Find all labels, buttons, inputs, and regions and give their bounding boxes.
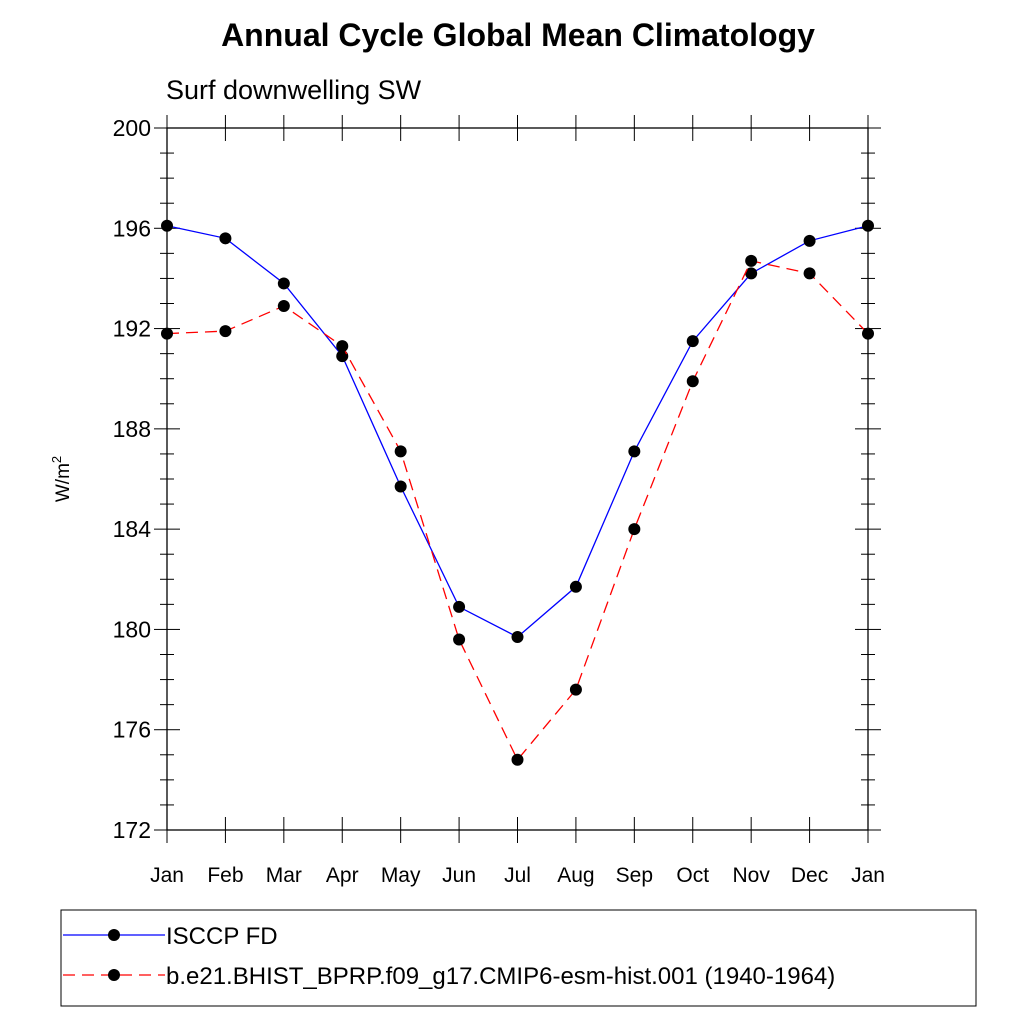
x-tick-label: Jun [442, 864, 476, 887]
y-tick-label: 172 [113, 817, 151, 843]
chart-subtitle: Surf downwelling SW [166, 75, 422, 105]
axes: 172 176 180 184 188 192 196 200 Jan Feb Mar Apr May J… [49, 115, 885, 887]
x-tick-label: May [381, 864, 421, 887]
series-2-point [628, 523, 641, 536]
x-tick-label: Feb [207, 864, 243, 887]
series-1-point [161, 219, 173, 232]
series-2-point [803, 267, 816, 280]
series-1 [161, 219, 874, 643]
x-tick-label: Apr [326, 864, 359, 887]
series-2-point [219, 325, 232, 338]
legend: ISCCP FD b.e21.BHIST_BPRP.f09_g17.CMIP6-e… [60, 909, 977, 1007]
x-tick-label: Nov [732, 864, 770, 887]
series-1-point [511, 630, 524, 643]
series-2-point [686, 375, 699, 388]
chart-title: Annual Cycle Global Mean Climatology [221, 17, 815, 53]
y-tick-label: 188 [113, 416, 151, 442]
series-1-point [219, 232, 232, 245]
legend-marker-1 [108, 929, 120, 941]
series-1-point [745, 267, 758, 280]
series-1-line [166, 225, 869, 638]
x-tick-label: Jan [851, 864, 885, 887]
series-2-point [511, 753, 524, 766]
x-tick-label: Mar [266, 864, 302, 887]
series-2-point [161, 327, 173, 340]
series-1-point [569, 580, 582, 593]
legend-marker-2 [108, 969, 120, 981]
series-1-point [862, 219, 874, 232]
series-2-point [862, 327, 874, 340]
y-tick-label: 180 [113, 616, 151, 642]
series-1-point [453, 600, 466, 613]
x-tick-label: Oct [676, 864, 709, 887]
legend-box [60, 909, 977, 1007]
x-tick-label: Jan [150, 864, 184, 887]
series-2-line [166, 260, 869, 761]
y-tick-label: 184 [113, 516, 152, 542]
y-axis-label: W/m2 [49, 456, 74, 502]
y-tick-label: 176 [113, 717, 151, 743]
x-tick-label: Dec [791, 864, 828, 887]
series-1-point [686, 335, 699, 348]
series-2-point [336, 340, 349, 353]
series-1-point [628, 445, 641, 458]
series-2-point [277, 300, 290, 313]
series-2-point [745, 254, 758, 267]
series-2-point [394, 445, 407, 458]
x-tick-label: Sep [616, 864, 653, 887]
plot-frame [166, 127, 869, 831]
x-tick-label: Jul [504, 864, 531, 887]
series-2-point [569, 683, 582, 696]
legend-label-1: ISCCP FD [166, 923, 278, 950]
series-2-point [453, 633, 466, 646]
y-tick-label: 196 [113, 215, 151, 241]
y-tick-label: 192 [113, 316, 151, 342]
series-2 [161, 254, 874, 766]
series-layer [161, 219, 874, 766]
series-1-point [394, 480, 407, 493]
series-1-point [803, 234, 816, 247]
series-1-point [336, 350, 349, 363]
series-1-point [277, 277, 290, 290]
x-tick-label: Aug [557, 864, 594, 887]
legend-label-2: b.e21.BHIST_BPRP.f09_g17.CMIP6-esm-hist.… [166, 963, 835, 990]
y-tick-label: 200 [113, 115, 151, 141]
